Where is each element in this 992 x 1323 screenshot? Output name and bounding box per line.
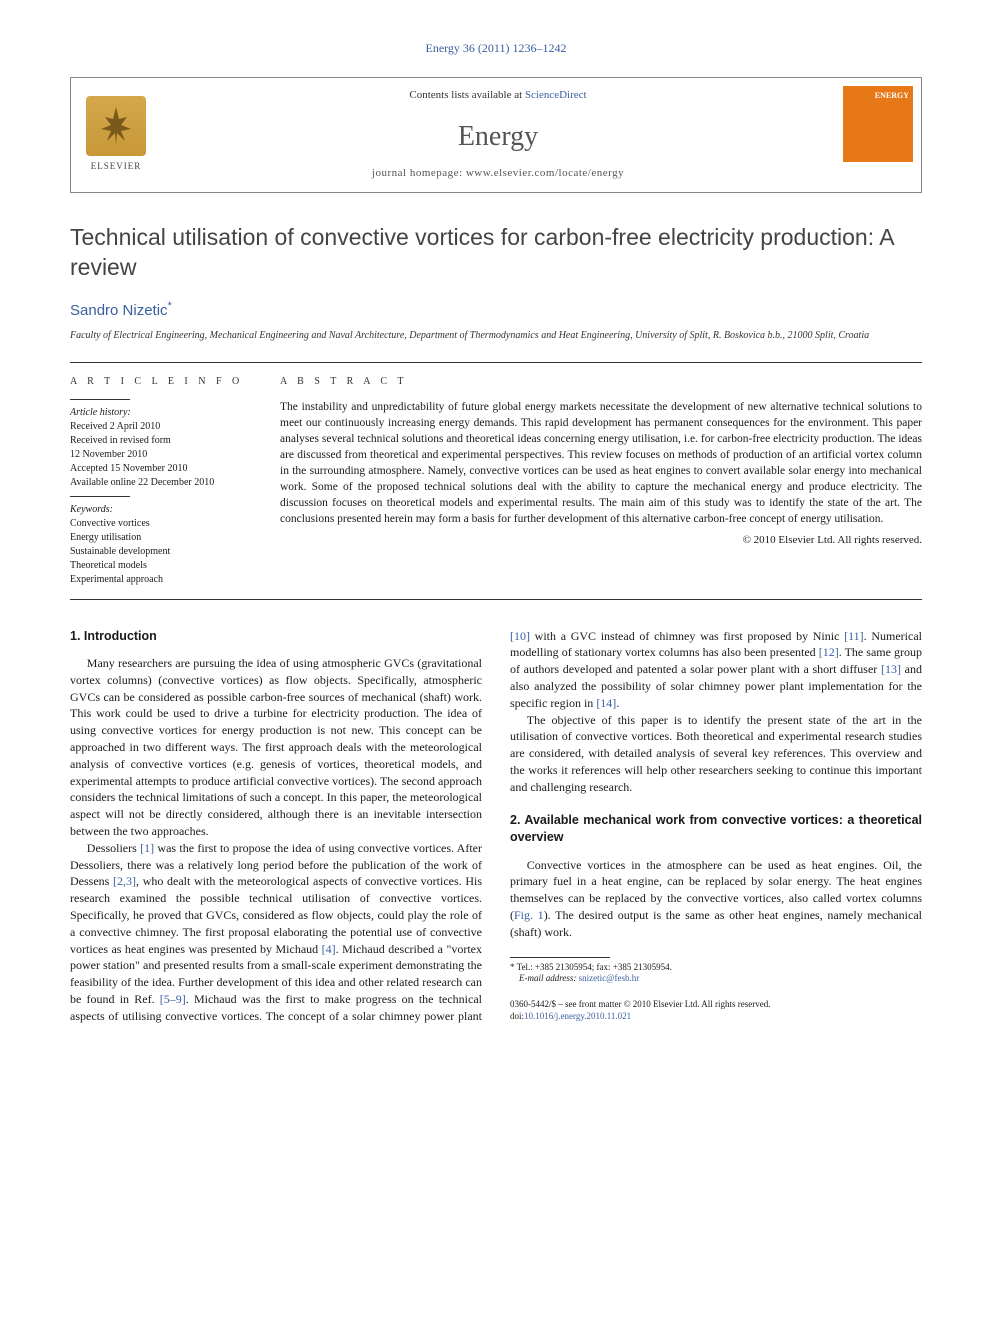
section-heading-intro: 1. Introduction xyxy=(70,628,482,646)
citation-link[interactable]: [2,3] xyxy=(113,874,136,888)
header-center: Contents lists available at ScienceDirec… xyxy=(161,78,835,192)
publisher-logo: ELSEVIER xyxy=(71,78,161,192)
history-item: Available online 22 December 2010 xyxy=(70,476,264,490)
abstract: A B S T R A C T The instability and unpr… xyxy=(280,363,922,599)
info-abstract-row: A R T I C L E I N F O Article history: R… xyxy=(70,362,922,600)
email-label: E-mail address: xyxy=(519,973,579,983)
text-run: Dessoliers xyxy=(87,841,140,855)
corresponding-tel: * Tel.: +385 21305954; fax: +385 2130595… xyxy=(510,962,922,974)
history-item: 12 November 2010 xyxy=(70,448,264,462)
footnote-block: * Tel.: +385 21305954; fax: +385 2130595… xyxy=(510,957,922,1023)
article-info-label: A R T I C L E I N F O xyxy=(70,375,264,389)
keyword: Sustainable development xyxy=(70,545,264,559)
corresponding-email: E-mail address: snizetic@fesb.hr xyxy=(510,973,922,985)
affiliation: Faculty of Electrical Engineering, Mecha… xyxy=(70,329,922,342)
article-title: Technical utilisation of convective vort… xyxy=(70,223,922,283)
corresponding-marker: * xyxy=(168,300,172,312)
text-run: ). The desired output is the same as oth… xyxy=(510,908,922,939)
citation-link[interactable]: [13] xyxy=(881,662,901,676)
publisher-name: ELSEVIER xyxy=(91,160,142,173)
citation-link[interactable]: [11] xyxy=(844,629,864,643)
figure-link[interactable]: Fig. 1 xyxy=(514,908,544,922)
cover-title: ENERGY xyxy=(875,90,909,101)
doi-line: doi:10.1016/j.energy.2010.11.021 xyxy=(510,1011,922,1023)
journal-reference: Energy 36 (2011) 1236–1242 xyxy=(70,40,922,57)
history-item: Received in revised form xyxy=(70,434,264,448)
keyword: Experimental approach xyxy=(70,573,264,587)
body-paragraph: Many researchers are pursuing the idea o… xyxy=(70,655,482,840)
section-heading-2: 2. Available mechanical work from convec… xyxy=(510,812,922,847)
email-link[interactable]: snizetic@fesb.hr xyxy=(579,973,640,983)
article-body: 1. Introduction Many researchers are pur… xyxy=(70,628,922,1025)
keyword: Convective vortices xyxy=(70,517,264,531)
article-footer: 0360-5442/$ – see front matter © 2010 El… xyxy=(510,999,922,1022)
contents-available: Contents lists available at ScienceDirec… xyxy=(409,88,586,103)
divider xyxy=(70,496,130,497)
keywords-label: Keywords: xyxy=(70,503,264,517)
journal-homepage: journal homepage: www.elsevier.com/locat… xyxy=(372,166,624,181)
body-paragraph: The objective of this paper is to identi… xyxy=(510,712,922,796)
contents-prefix: Contents lists available at xyxy=(409,89,524,101)
sciencedirect-link[interactable]: ScienceDirect xyxy=(525,89,587,101)
text-run: with a GVC instead of chimney was first … xyxy=(530,629,844,643)
doi-link[interactable]: 10.1016/j.energy.2010.11.021 xyxy=(524,1011,631,1021)
abstract-copyright: © 2010 Elsevier Ltd. All rights reserved… xyxy=(280,533,922,548)
divider xyxy=(70,399,130,400)
abstract-label: A B S T R A C T xyxy=(280,375,922,389)
citation-link[interactable]: [14] xyxy=(596,696,616,710)
elsevier-tree-icon xyxy=(86,96,146,156)
citation-link[interactable]: [1] xyxy=(140,841,154,855)
keyword: Energy utilisation xyxy=(70,531,264,545)
author-name: Sandro Nizetic* xyxy=(70,299,922,321)
history-item: Received 2 April 2010 xyxy=(70,420,264,434)
front-matter: 0360-5442/$ – see front matter © 2010 El… xyxy=(510,999,922,1011)
article-info: A R T I C L E I N F O Article history: R… xyxy=(70,363,280,599)
citation-link[interactable]: [12] xyxy=(819,645,839,659)
citation-link[interactable]: [5–9] xyxy=(160,992,186,1006)
doi-label: doi: xyxy=(510,1011,524,1021)
journal-cover-thumbnail: ENERGY xyxy=(843,86,913,176)
citation-link[interactable]: [4] xyxy=(322,942,336,956)
keyword: Theoretical models xyxy=(70,559,264,573)
abstract-text: The instability and unpredictability of … xyxy=(280,399,922,528)
journal-header: ELSEVIER Contents lists available at Sci… xyxy=(70,77,922,193)
text-run: . xyxy=(616,696,619,710)
history-label: Article history: xyxy=(70,406,264,420)
journal-name: Energy xyxy=(458,117,538,156)
body-paragraph: Convective vortices in the atmosphere ca… xyxy=(510,857,922,941)
history-item: Accepted 15 November 2010 xyxy=(70,462,264,476)
citation-link[interactable]: [10] xyxy=(510,629,530,643)
author-text: Sandro Nizetic xyxy=(70,302,168,319)
footnote-separator xyxy=(510,957,610,958)
